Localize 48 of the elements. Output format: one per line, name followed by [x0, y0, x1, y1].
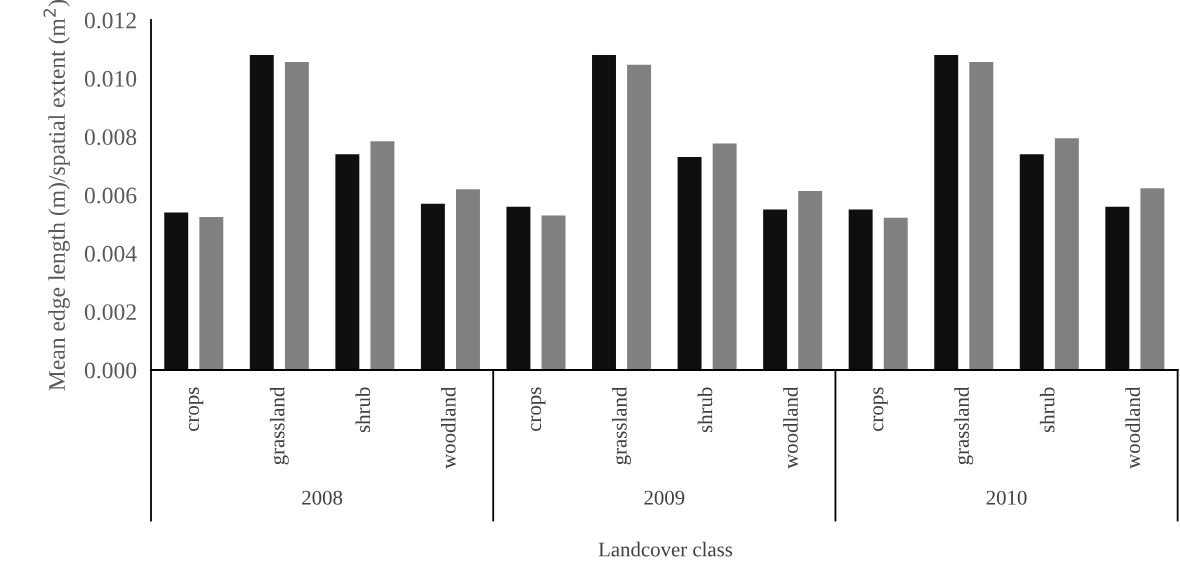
y-tick-label: 0.008 — [84, 129, 137, 146]
bar — [541, 215, 566, 370]
bar — [627, 64, 652, 370]
bar — [1019, 154, 1044, 370]
x-tick-label: crops — [873, 387, 888, 431]
x-tick-label: woodland — [1125, 386, 1141, 469]
y-tick-label: 0.000 — [84, 362, 137, 379]
bar — [883, 217, 908, 370]
x-tick-label: woodland — [783, 386, 798, 469]
text: 2008 — [302, 490, 343, 505]
y-tick-label: 0.006 — [84, 187, 137, 204]
bar — [335, 154, 360, 370]
y-tick-label: 0.010 — [84, 70, 137, 87]
bar — [969, 62, 994, 370]
x-tick-label: grassland — [269, 386, 289, 465]
bar — [592, 55, 616, 370]
bar — [370, 141, 395, 370]
bar — [1140, 188, 1165, 370]
y-tick-label: 0.012 — [84, 12, 136, 29]
bar — [506, 206, 531, 370]
x-tick-label: woodland — [440, 386, 456, 469]
text: 2010 — [986, 490, 1027, 505]
x-tick-label: crops — [188, 387, 204, 431]
bar — [249, 55, 274, 370]
x-tick-label: crops — [531, 387, 546, 431]
bar — [1105, 206, 1130, 370]
bar — [164, 212, 189, 370]
bar — [456, 189, 480, 370]
x-tick-label: grassland — [954, 386, 974, 465]
x-tick-label: shrub — [355, 387, 371, 433]
bar — [1054, 138, 1079, 370]
bar — [798, 190, 823, 370]
bar — [420, 203, 445, 370]
bar — [848, 209, 873, 370]
x-tick-label: shrub — [1039, 387, 1055, 433]
bar — [284, 62, 309, 370]
x-tick-label: shrub — [697, 387, 713, 433]
bar — [677, 157, 702, 370]
bar — [763, 209, 788, 370]
bar — [712, 143, 737, 370]
bar — [934, 55, 959, 370]
y-axis-title: Mean edge length (m)/spatial extent (m$^{2}$) — [43, 0, 70, 391]
text: 2009 — [644, 490, 685, 505]
x-tick-label: grassland — [612, 386, 632, 465]
bar — [199, 216, 224, 370]
y-tick-label: 0.002 — [84, 304, 136, 321]
y-tick-label: 0.004 — [84, 245, 137, 262]
x-axis-title: Landcover class — [598, 541, 733, 557]
